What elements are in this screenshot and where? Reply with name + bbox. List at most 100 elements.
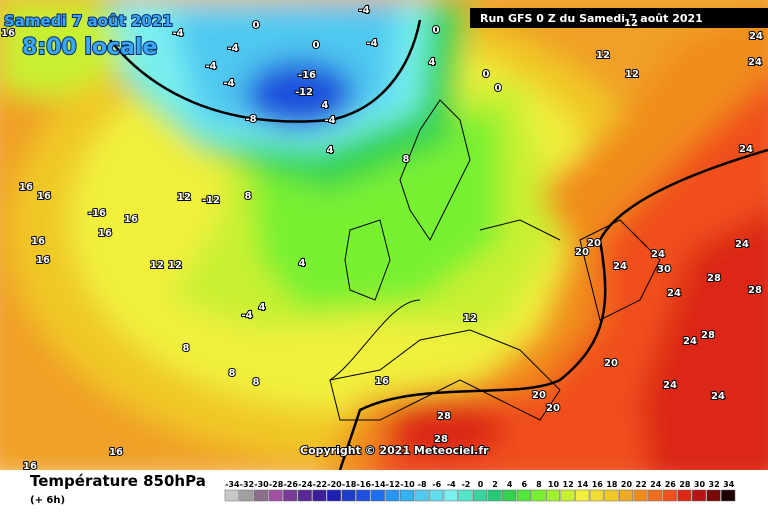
run-info: Run GFS 0 Z du Samedi 7 août 2021	[480, 12, 703, 25]
contour-label: 4	[327, 145, 334, 156]
contour-label: 16	[1, 28, 15, 39]
legend-value: -6	[432, 480, 441, 489]
legend-value: 24	[650, 480, 662, 489]
legend-value: -14	[371, 480, 386, 489]
legend-swatch	[531, 489, 546, 502]
legend-value: 12	[563, 480, 574, 489]
contour-label: 24	[613, 261, 627, 272]
legend-value: 8	[536, 480, 542, 489]
contour-label: 8	[245, 191, 252, 202]
contour-label: 8	[403, 154, 410, 165]
contour-label: 28	[437, 411, 451, 422]
coastlines	[329, 99, 661, 421]
contour-label: -4	[205, 61, 216, 72]
legend-value: 6	[522, 480, 528, 489]
contour-label: -4	[172, 28, 183, 39]
legend-swatch	[618, 489, 634, 502]
contour-label: 12	[624, 18, 638, 29]
contour-label: 0	[433, 25, 440, 36]
contour-label: 28	[707, 273, 721, 284]
contour-label: 8	[183, 343, 190, 354]
contour-label: -4	[227, 43, 238, 54]
legend-swatch	[356, 489, 371, 502]
contour-label: 16	[23, 461, 37, 472]
contour-label: 16	[124, 214, 138, 225]
legend-value: 18	[606, 480, 618, 489]
legend-value: -20	[327, 480, 342, 489]
legend-value: 4	[507, 480, 513, 489]
legend-value: 0	[478, 480, 484, 489]
contour-label: 0	[253, 20, 260, 31]
legend-swatch	[443, 489, 458, 502]
legend-swatch	[575, 489, 590, 502]
contour-label: -4	[241, 310, 252, 321]
legend-swatch	[239, 489, 254, 502]
isotherm-20	[109, 19, 768, 471]
legend-swatch	[341, 489, 356, 502]
legend-value: -22	[313, 480, 327, 489]
contour-label: 20	[532, 390, 546, 401]
contour-label: -16	[298, 70, 316, 81]
contour-label: 24	[749, 31, 763, 42]
contour-label: 28	[748, 285, 762, 296]
legend-step: (+ 6h)	[30, 495, 65, 506]
contour-label: -12	[202, 195, 220, 206]
legend-swatch	[677, 489, 692, 502]
temperature-field	[0, 0, 768, 490]
contour-label: 12	[168, 260, 182, 271]
contour-label: 16	[19, 182, 33, 193]
legend-swatch	[224, 489, 239, 502]
contour-label: 24	[739, 144, 753, 155]
date: Samedi 7 août 2021	[4, 12, 173, 30]
contour-label: 16	[375, 376, 389, 387]
legend-swatch	[283, 489, 298, 502]
contour-label: 8	[253, 377, 260, 388]
contour-label: 0	[313, 40, 320, 51]
contour-label: 4	[429, 57, 436, 68]
legend-swatch	[472, 489, 488, 502]
time: 8:00 locale	[22, 35, 157, 60]
contour-label: 20	[575, 247, 589, 258]
legend-value: -18	[342, 480, 357, 489]
contour-label: 12	[596, 50, 610, 61]
legend-value: -28	[269, 480, 284, 489]
legend-value: -32	[240, 480, 254, 489]
contour-label: -4	[324, 115, 335, 126]
legend-swatch	[604, 489, 619, 502]
contour-label: 24	[748, 57, 762, 68]
legend-value: 16	[592, 480, 604, 489]
legend-value: -8	[418, 480, 427, 489]
legend-value: -24	[298, 480, 313, 489]
legend-value: 26	[665, 480, 677, 489]
legend-value: 10	[548, 480, 560, 489]
copyright: Copyright © 2021 Meteociel.fr	[300, 444, 489, 457]
legend-value: -16	[356, 480, 371, 489]
legend-swatch	[560, 489, 575, 502]
contour-label: 24	[683, 336, 697, 347]
legend-swatch	[429, 489, 444, 502]
contour-label: 28	[434, 434, 448, 445]
contour-label: 24	[735, 239, 749, 250]
contour-label: 30	[657, 264, 671, 275]
legend-swatch	[385, 489, 400, 502]
legend-value: -12	[386, 480, 400, 489]
contour-label: 24	[651, 249, 665, 260]
contour-label: 12	[150, 260, 164, 271]
legend-swatch	[312, 489, 327, 502]
legend-value: -30	[254, 480, 269, 489]
contour-label: 12	[625, 69, 639, 80]
contour-label: 12	[177, 192, 191, 203]
legend-value: 34	[723, 480, 735, 489]
legend-value: -10	[400, 480, 415, 489]
legend-swatch	[633, 489, 648, 502]
contour-label: 16	[109, 447, 123, 458]
legend-swatch	[706, 489, 721, 502]
contour-label: 24	[663, 380, 677, 391]
contour-label: 0	[483, 69, 490, 80]
contour-label: 24	[711, 391, 725, 402]
contour-label: 20	[546, 403, 560, 414]
legend-value: -34	[225, 480, 240, 489]
legend-swatch	[545, 489, 561, 502]
